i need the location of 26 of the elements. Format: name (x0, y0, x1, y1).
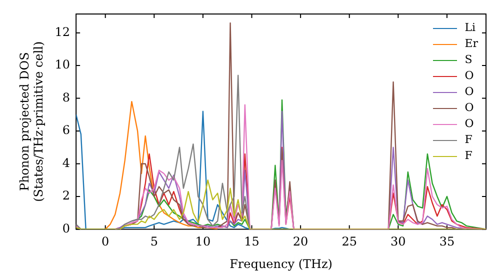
legend-label: Li (464, 20, 476, 36)
legend-label: S (464, 52, 472, 68)
legend-label: O (464, 100, 474, 116)
y-tick-label: 0 (62, 221, 70, 236)
legend-label: F (464, 132, 472, 148)
legend-label: Er (464, 36, 478, 52)
y-tick-label: 2 (62, 188, 70, 203)
x-tick-label: 25 (342, 234, 357, 249)
y-tick-label: 4 (62, 156, 70, 170)
y-tick-label: 12 (54, 24, 70, 39)
x-tick-label: 10 (195, 234, 211, 249)
y-tick-label: 8 (62, 90, 70, 104)
x-tick-label: 15 (244, 234, 260, 249)
x-tick-label: 30 (390, 234, 406, 249)
x-tick-label: 0 (102, 234, 110, 249)
y-axis-title: Phonon projected DOS (States/THz·primitive cell) (17, 41, 46, 202)
legend-label: F (464, 148, 472, 164)
legend-label: O (464, 116, 474, 132)
y-tick-label: 6 (62, 123, 70, 138)
x-tick-label: 35 (439, 234, 455, 249)
legend-label: O (464, 84, 474, 100)
x-axis-title: Frequency (THz) (230, 256, 332, 271)
x-tick-label: 5 (150, 234, 158, 249)
y-tick-label: 10 (54, 58, 70, 72)
x-tick-label: 20 (292, 234, 308, 249)
legend-label: O (464, 68, 474, 84)
